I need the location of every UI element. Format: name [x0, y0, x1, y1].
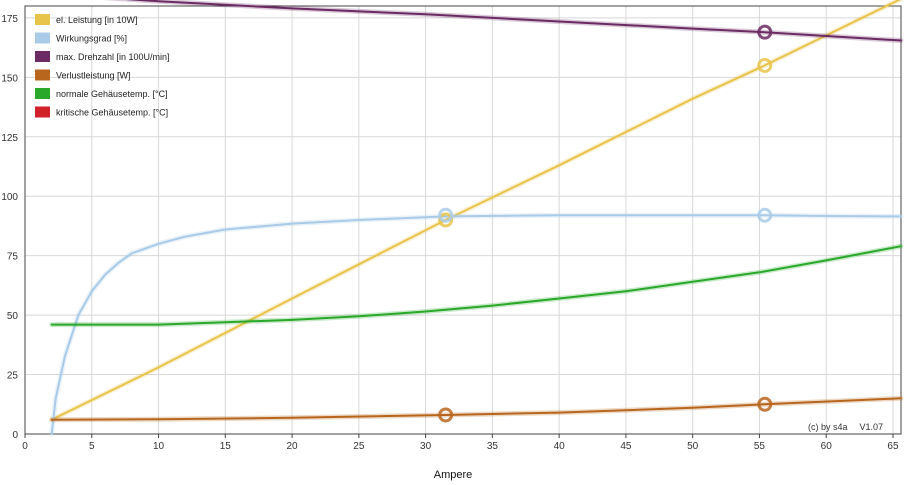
data-point-marker[interactable]: [438, 212, 454, 228]
x-tick-label: 30: [420, 441, 432, 452]
legend-swatch: [35, 51, 50, 62]
legend: el. Leistung [in 10W] Wirkungsgrad [%] max…: [35, 14, 170, 118]
x-tick-label: 40: [554, 441, 566, 452]
series-line-shadow: [49, 243, 904, 328]
legend-swatch: [35, 88, 50, 99]
y-tick-label: 125: [1, 133, 18, 144]
legend-item[interactable]: kritische Gehäusetemp. [°C]: [35, 106, 168, 118]
series-line-0: [50, 0, 902, 421]
legend-item[interactable]: Verlustleistung [W]: [35, 69, 131, 81]
legend-item[interactable]: normale Gehäusetemp. [°C]: [35, 88, 168, 99]
legend-item[interactable]: max. Drehzahl [in 100U/min]: [35, 51, 170, 62]
legend-swatch: [35, 14, 50, 25]
legend-swatch: [35, 69, 50, 81]
data-point-marker[interactable]: [438, 207, 454, 223]
x-tick-label: 45: [620, 441, 632, 452]
x-tick-label: 20: [287, 441, 299, 452]
x-tick-label: 5: [89, 441, 95, 452]
y-tick-label: 25: [7, 371, 19, 382]
series-line-1: [50, 214, 902, 435]
x-tick-label: 35: [487, 441, 499, 452]
series-lines: [49, 0, 904, 437]
grid: [25, 6, 901, 434]
series-line-4: [50, 245, 902, 326]
y-tick-label: 50: [7, 311, 19, 322]
legend-swatch: [35, 32, 50, 44]
data-point-marker[interactable]: [757, 396, 773, 412]
credit-label: (c) by s4a V1.07: [808, 422, 883, 432]
y-tick-label: 100: [1, 192, 18, 203]
x-tick-label: 60: [821, 441, 833, 452]
legend-label: normale Gehäusetemp. [°C]: [56, 89, 168, 99]
y-tick-label: 75: [7, 252, 19, 263]
x-axis: 0 5 10 15 20 25 30 35 40 45 50 55 60 65: [22, 434, 899, 452]
data-point-marker[interactable]: [438, 407, 454, 423]
plot-frame: [24, 5, 902, 435]
y-tick-label: 150: [1, 73, 18, 84]
credit-text: (c) by s4a: [808, 422, 848, 432]
series-markers: [438, 24, 773, 423]
legend-label: max. Drehzahl [in 100U/min]: [56, 52, 170, 62]
x-tick-label: 65: [887, 441, 899, 452]
legend-label: Wirkungsgrad [%]: [56, 34, 127, 44]
legend-label: Verlustleistung [W]: [56, 71, 131, 81]
legend-label: kritische Gehäusetemp. [°C]: [56, 108, 168, 118]
version-text: V1.07: [860, 422, 884, 432]
series-line-shadow: [49, 395, 904, 423]
series-line-3: [50, 397, 902, 421]
y-tick-label: 175: [1, 14, 18, 25]
y-axis: 0 25 50 75 100 125 150 175: [1, 14, 18, 441]
legend-item[interactable]: Wirkungsgrad [%]: [35, 32, 127, 44]
legend-swatch: [35, 106, 50, 118]
x-axis-title: Ampere: [434, 469, 473, 481]
x-tick-label: 0: [22, 441, 28, 452]
x-tick-label: 55: [754, 441, 766, 452]
x-tick-label: 15: [220, 441, 232, 452]
x-tick-label: 25: [353, 441, 365, 452]
data-point-marker[interactable]: [757, 57, 773, 73]
legend-label: el. Leistung [in 10W]: [56, 15, 138, 25]
legend-item[interactable]: el. Leistung [in 10W]: [35, 14, 138, 25]
y-tick-label: 0: [12, 430, 18, 441]
x-tick-label: 10: [153, 441, 165, 452]
x-tick-label: 50: [687, 441, 699, 452]
data-point-marker[interactable]: [757, 24, 773, 40]
series-line-2: [125, 0, 902, 42]
data-point-marker[interactable]: [757, 207, 773, 223]
